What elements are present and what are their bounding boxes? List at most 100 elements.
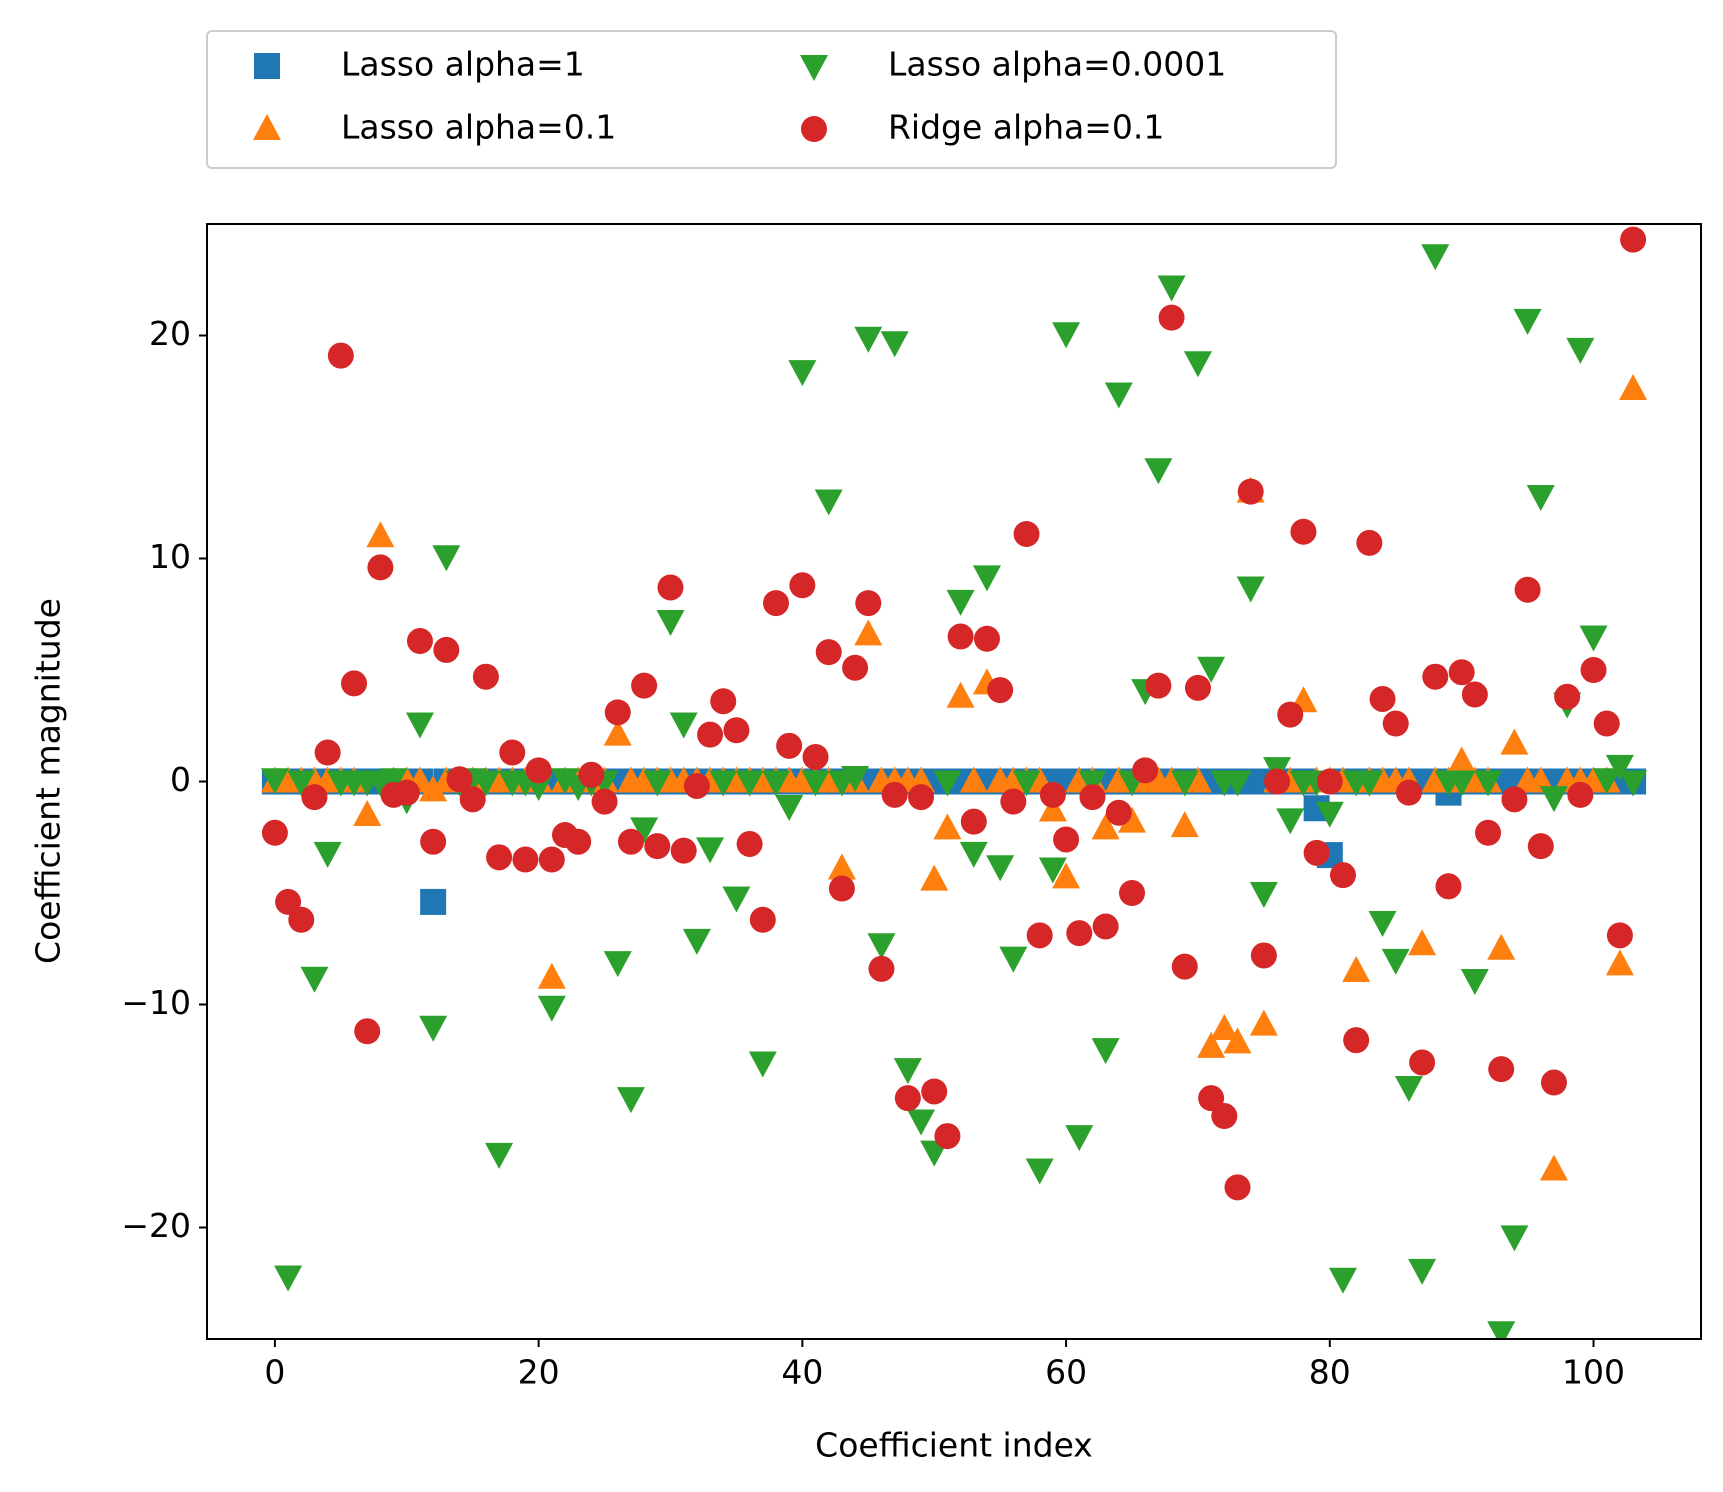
point [1328, 1267, 1357, 1294]
legend-label: Ridge alpha=0.1 [888, 108, 1164, 147]
point [735, 770, 764, 797]
point [1394, 1076, 1423, 1103]
point [1039, 781, 1066, 808]
point [1539, 1154, 1568, 1181]
point [1132, 757, 1159, 784]
point [1170, 770, 1199, 797]
point [446, 766, 473, 793]
point [1315, 801, 1344, 828]
legend-label: Lasso alpha=0.0001 [888, 45, 1226, 84]
legend-marker [801, 116, 827, 142]
point [1277, 701, 1304, 728]
point [1250, 942, 1277, 969]
point [842, 654, 869, 681]
point [1329, 862, 1356, 889]
point [827, 853, 856, 880]
x-tick-label: 60 [1045, 1353, 1087, 1392]
point [656, 609, 685, 636]
legend-marker [253, 114, 281, 140]
point [776, 732, 803, 759]
point [1224, 1174, 1251, 1201]
point [814, 766, 843, 793]
point [854, 619, 883, 646]
point [1038, 857, 1067, 884]
point [1409, 1049, 1436, 1076]
point [1145, 672, 1172, 699]
legend-marker [254, 53, 280, 79]
point [1369, 685, 1396, 712]
point [920, 864, 949, 891]
point [499, 739, 526, 766]
plot-frame [206, 223, 1702, 1340]
point [1487, 933, 1516, 960]
point [1500, 1225, 1529, 1252]
point [367, 554, 394, 581]
point [1355, 770, 1384, 797]
point [1580, 657, 1607, 683]
point [591, 788, 618, 815]
point [696, 837, 725, 864]
point [1540, 1069, 1567, 1096]
point [537, 995, 566, 1022]
point [894, 1085, 921, 1112]
point [1236, 576, 1265, 603]
point [736, 830, 763, 857]
point [1316, 768, 1343, 795]
point [1264, 768, 1291, 795]
point [722, 886, 751, 913]
point [537, 962, 566, 989]
point [1435, 873, 1462, 900]
point [1592, 768, 1621, 795]
point [1605, 754, 1634, 781]
point [1290, 518, 1317, 545]
point [1593, 710, 1620, 737]
point [683, 772, 710, 799]
x-tick-label: 80 [1309, 1353, 1351, 1392]
legend-marker [800, 55, 828, 81]
point [1526, 485, 1555, 512]
point [1606, 922, 1633, 949]
point [1343, 1027, 1370, 1054]
point [1237, 478, 1264, 505]
point [1026, 922, 1053, 949]
point [261, 819, 288, 846]
point [933, 770, 962, 797]
point [1053, 826, 1080, 853]
point [908, 784, 935, 811]
point [828, 875, 855, 902]
point [1052, 322, 1081, 349]
point [1422, 663, 1449, 690]
point [1368, 910, 1397, 937]
point [670, 837, 697, 864]
point [578, 761, 605, 788]
point [512, 846, 539, 873]
point [1066, 920, 1093, 947]
y-tick-label: −10 [121, 983, 191, 1022]
point [301, 784, 328, 811]
point [1513, 308, 1542, 335]
point [1223, 1027, 1252, 1054]
point [1356, 529, 1383, 556]
point [300, 966, 329, 993]
point [1079, 784, 1106, 811]
point [1605, 949, 1634, 976]
x-tick-label: 0 [264, 1353, 285, 1392]
point [643, 770, 672, 797]
point [1342, 956, 1371, 983]
point [379, 768, 408, 795]
point [999, 946, 1028, 973]
point [486, 844, 513, 871]
point [881, 781, 908, 808]
point [1249, 882, 1278, 908]
point [1303, 839, 1330, 866]
point [854, 326, 883, 353]
point [1620, 226, 1647, 253]
point [933, 813, 962, 840]
point [472, 663, 499, 690]
point [946, 589, 975, 616]
point [616, 1087, 645, 1114]
y-tick-label: 20 [149, 314, 191, 353]
point [1619, 374, 1648, 401]
point [1013, 520, 1040, 547]
